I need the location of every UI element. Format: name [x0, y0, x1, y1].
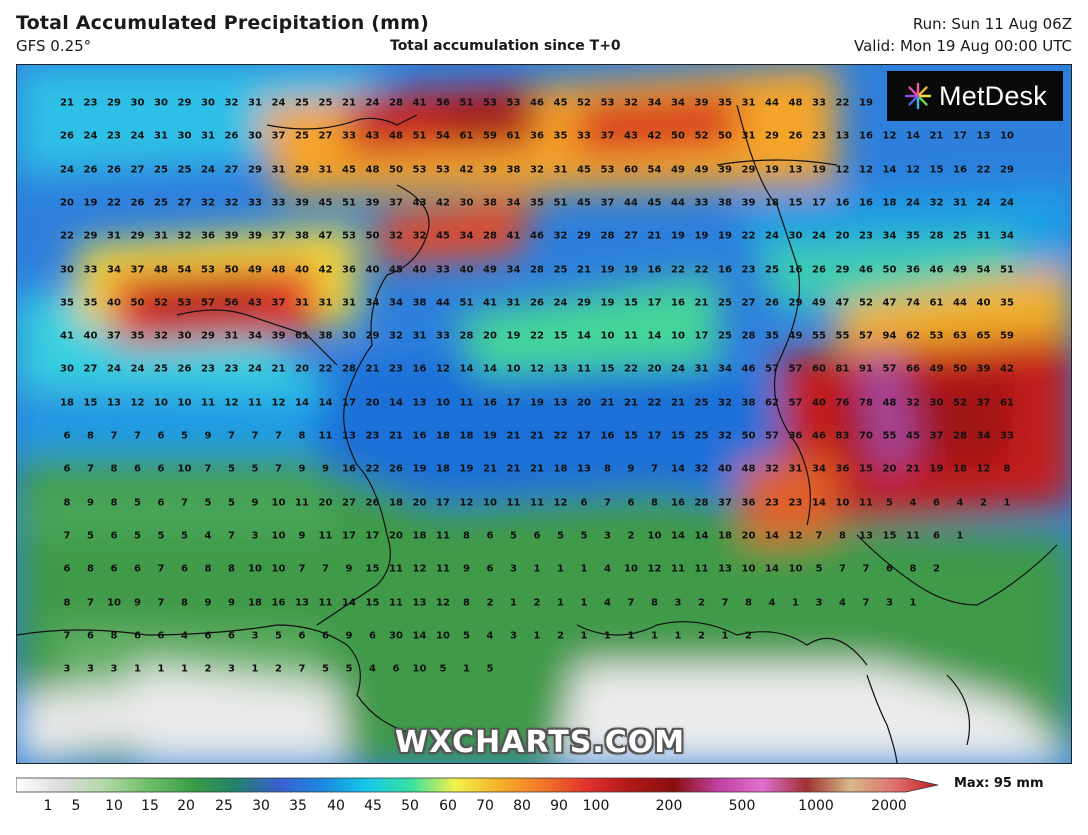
legend-tick-label: 50: [401, 798, 419, 814]
legend-tick-labels: 1 5 10 15 20 25 30 35 40 45 50 60 70 80 90 100 200 500 100…: [16, 798, 1016, 822]
legend-tick-label: 60: [439, 798, 457, 814]
legend-tick-label: 70: [476, 798, 494, 814]
legend-tick-label: 20: [177, 798, 195, 814]
coastline-lines: [17, 104, 1058, 763]
legend-tick-label: 5: [71, 798, 81, 814]
model-label: GFS 0.25°: [16, 37, 92, 55]
legend-tick-label: 100: [582, 798, 610, 814]
metdesk-logo-icon: [904, 82, 932, 110]
legend-tick-label: 45: [364, 798, 382, 814]
legend-tick-label: 80: [513, 798, 531, 814]
legend-tick-label: 10: [105, 798, 123, 814]
legend-tick-label: 2000: [871, 798, 907, 814]
run-time-label: Run: Sun 11 Aug 06Z: [912, 15, 1072, 33]
legend-tick-label: 200: [655, 798, 683, 814]
legend-tick-label: 40: [327, 798, 345, 814]
max-value-label: Max: 95 mm: [954, 776, 1044, 791]
legend-tick-label: 15: [141, 798, 159, 814]
legend-tick-label: 90: [550, 798, 568, 814]
color-scale-bar: [16, 777, 939, 793]
wxcharts-watermark: WXCHARTS.COM: [395, 725, 686, 760]
legend-tick-label: 1000: [798, 798, 834, 814]
valid-time-label: Valid: Mon 19 Aug 00:00 UTC: [853, 37, 1072, 55]
legend-tick-label: 30: [252, 798, 270, 814]
color-scale-legend: Max: 95 mm 1 5 10 15 20 25 30 35 40 45 50 60 70 80 90 1…: [16, 776, 1072, 826]
precipitation-map: 21 23 29 30 30 29 30 32 31 24 25 25 21 24 28 41 56 51 53 53…: [16, 64, 1072, 764]
precipitation-field: [17, 65, 1071, 763]
legend-tick-label: 25: [215, 798, 233, 814]
chart-subtitle: Total accumulation since T+0: [390, 38, 621, 54]
metdesk-logo-text: MetDesk: [939, 80, 1047, 111]
metdesk-logo: MetDesk: [887, 71, 1063, 121]
chart-title: Total Accumulated Precipitation (mm): [16, 12, 430, 34]
legend-tick-label: 35: [289, 798, 307, 814]
legend-tick-label: 1: [43, 798, 53, 814]
legend-tick-label: 500: [728, 798, 756, 814]
